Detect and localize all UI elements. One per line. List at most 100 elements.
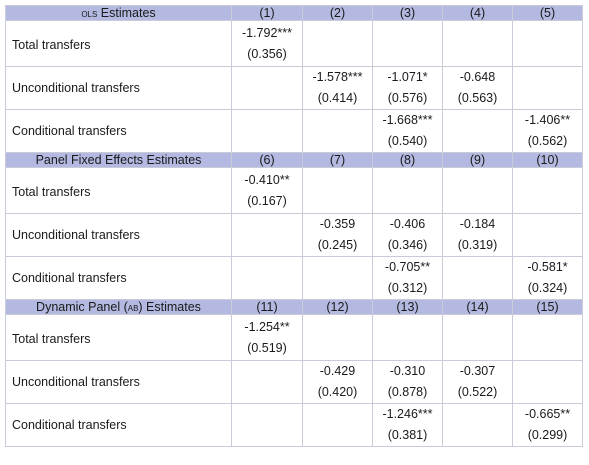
- coefficient: [232, 257, 302, 278]
- standard-error: (0.414): [317, 91, 358, 105]
- section-title: Panel Fixed Effects Estimates: [5, 152, 232, 168]
- variable-label: Conditional transfers: [5, 403, 232, 447]
- standard-error: [303, 131, 372, 152]
- standard-error: (0.563): [457, 91, 498, 105]
- column-number: (9): [442, 152, 513, 168]
- estimate-cell: [442, 256, 513, 300]
- estimate-cell: -0.665** (0.299): [512, 403, 583, 447]
- section-header-ab: Dynamic Panel (AB) Estimates (11) (12) (13)…: [5, 299, 583, 315]
- table-row-ols-total: Total transfers -1.792*** (0.356): [5, 20, 583, 67]
- standard-error: [373, 191, 442, 212]
- standard-error: [232, 382, 302, 403]
- coefficient: [303, 110, 372, 131]
- estimate-cell: -1.668*** (0.540): [372, 109, 443, 153]
- standard-error: (0.420): [317, 385, 358, 399]
- coefficient: -0.406: [389, 217, 426, 231]
- section-title: Dynamic Panel (AB) Estimates: [5, 299, 232, 315]
- estimate-cell: [231, 360, 303, 404]
- estimate-cell: [442, 314, 513, 361]
- estimate-cell: [302, 20, 373, 67]
- standard-error: (0.356): [247, 46, 287, 61]
- coefficient: [513, 67, 582, 88]
- standard-error: (0.319): [457, 238, 498, 252]
- standard-error: (0.299): [527, 428, 568, 442]
- coefficient: [373, 23, 442, 44]
- estimate-cell: [231, 109, 303, 153]
- table-row-ab-conditional: Conditional transfers -1.246*** (0.381) -0.…: [5, 403, 583, 447]
- standard-error: [232, 88, 302, 109]
- coefficient: -1.246***: [382, 407, 433, 421]
- estimate-cell: -1.406** (0.562): [512, 109, 583, 153]
- column-number: (7): [302, 152, 373, 168]
- coefficient: [513, 361, 582, 382]
- standard-error: (0.324): [527, 281, 568, 295]
- standard-error: [232, 235, 302, 256]
- estimate-cell: [442, 109, 513, 153]
- coefficient: [232, 214, 302, 235]
- table-row-ab-total: Total transfers -1.254** (0.519): [5, 314, 583, 361]
- coefficient: -1.254**: [244, 319, 290, 334]
- coefficient: [443, 257, 512, 278]
- coefficient: -0.648: [459, 70, 496, 84]
- standard-error: [443, 131, 512, 152]
- coefficient: [303, 170, 372, 191]
- standard-error: [303, 278, 372, 299]
- estimate-cell: [512, 66, 583, 110]
- estimate-cell: [372, 20, 443, 67]
- column-number: (13): [372, 299, 443, 315]
- standard-error: [513, 44, 582, 65]
- coefficient: [303, 317, 372, 338]
- coefficient: -0.184: [459, 217, 496, 231]
- estimate-cell: -1.578*** (0.414): [302, 66, 373, 110]
- standard-error: (0.381): [387, 428, 428, 442]
- estimate-cell: [442, 20, 513, 67]
- estimate-cell: [512, 167, 583, 214]
- standard-error: (0.519): [247, 340, 287, 355]
- standard-error: [443, 338, 512, 359]
- standard-error: [513, 382, 582, 403]
- standard-error: [513, 191, 582, 212]
- coefficient: -1.406**: [524, 113, 571, 127]
- standard-error: [232, 425, 302, 446]
- standard-error: [373, 44, 442, 65]
- section-title: OLS Estimates: [5, 5, 232, 21]
- column-number: (8): [372, 152, 443, 168]
- standard-error: (0.576): [387, 91, 428, 105]
- coefficient: -0.307: [459, 364, 496, 378]
- coefficient: [232, 110, 302, 131]
- standard-error: [513, 88, 582, 109]
- coefficient: [443, 404, 512, 425]
- estimate-cell: [302, 314, 373, 361]
- section-title-suffix: Estimates: [97, 6, 156, 20]
- standard-error: [232, 278, 302, 299]
- estimate-cell: [231, 403, 303, 447]
- estimate-cell: -1.792*** (0.356): [231, 20, 303, 67]
- section-title-smallcaps: OLS: [81, 6, 98, 20]
- coefficient: -1.668***: [382, 113, 433, 127]
- standard-error: [303, 338, 372, 359]
- table-row-fe-total: Total transfers -0.410** (0.167): [5, 167, 583, 214]
- coefficient: [232, 404, 302, 425]
- estimate-cell: -0.310 (0.878): [372, 360, 443, 404]
- estimate-cell: [302, 256, 373, 300]
- standard-error: [303, 44, 372, 65]
- section-title-prefix: Panel Fixed Effects Estimates: [35, 153, 202, 167]
- column-number: (3): [372, 5, 443, 21]
- standard-error: [373, 338, 442, 359]
- table-body: OLS Estimates (1) (2) (3) (4) (5) Total transf…: [5, 5, 583, 447]
- standard-error: [303, 191, 372, 212]
- estimate-cell: [442, 167, 513, 214]
- estimate-cell: [231, 256, 303, 300]
- estimate-cell: -1.071* (0.576): [372, 66, 443, 110]
- estimate-cell: [442, 403, 513, 447]
- coefficient: -1.578***: [312, 70, 363, 84]
- coefficient: [373, 317, 442, 338]
- coefficient: [513, 214, 582, 235]
- estimate-cell: [512, 20, 583, 67]
- estimate-cell: [231, 213, 303, 257]
- estimate-cell: -0.406 (0.346): [372, 213, 443, 257]
- table-row-fe-unconditional: Unconditional transfers -0.359 (0.245) -0.4…: [5, 213, 583, 257]
- column-number: (14): [442, 299, 513, 315]
- standard-error: [443, 44, 512, 65]
- variable-label: Conditional transfers: [5, 256, 232, 300]
